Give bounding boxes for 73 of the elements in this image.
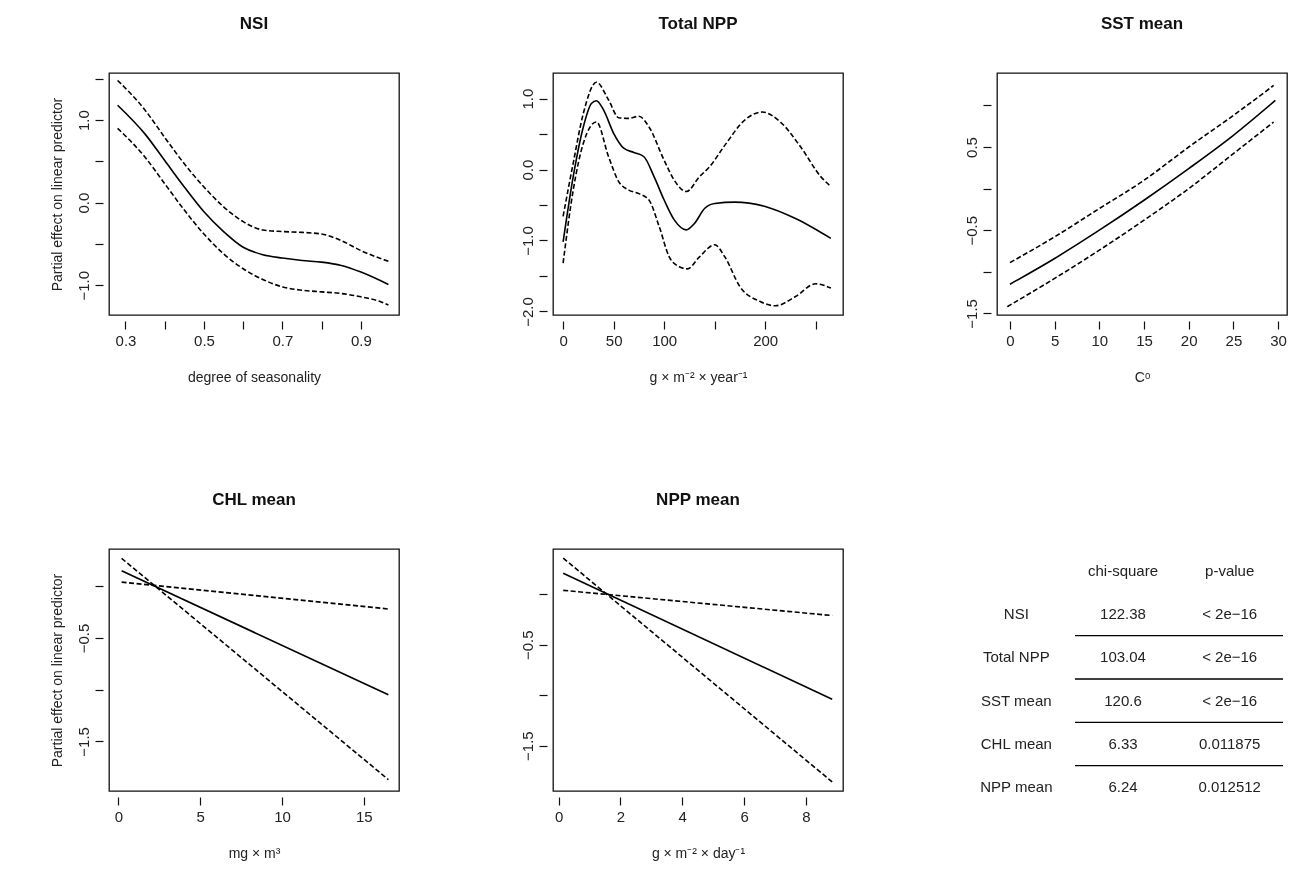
x-tick-label: 2 [616, 807, 626, 825]
data-label: 103.04 [1100, 648, 1146, 666]
chart-title: CHL mean [212, 490, 296, 509]
x-tick-label: 25 [1225, 331, 1243, 349]
y-tick-label: −1.5 [962, 299, 980, 329]
x-tick-label: 15 [355, 807, 373, 825]
category-label: Total NPP [982, 648, 1050, 666]
data-label: 6.24 [1108, 778, 1138, 796]
text: p-value [1205, 561, 1255, 579]
x-tick-label: 5 [196, 807, 205, 825]
x-tick-label: 5 [1050, 331, 1060, 349]
category-label: SST mean [981, 691, 1052, 709]
x-tick-label: 4 [678, 807, 687, 825]
y-axis-title: Partial effect on linear predictor [48, 573, 65, 768]
line-series [116, 79, 390, 263]
y-tick-label: −1.5 [518, 731, 536, 761]
x-tick-label: 200 [753, 331, 779, 349]
x-tick-label: 8 [802, 807, 811, 825]
data-label: 120.6 [1104, 691, 1142, 709]
data-label: 122.38 [1100, 605, 1146, 622]
y-tick-label: 1.0 [74, 110, 92, 132]
x-tick-label: 0.5 [194, 331, 215, 349]
data-label: 0.011875 [1198, 735, 1261, 752]
text: < 2e−16 [1202, 648, 1258, 666]
y-tick-label: 0.0 [518, 159, 536, 181]
x-tick-label: 0.9 [351, 331, 372, 349]
x-tick-label: 6 [740, 807, 749, 825]
category-label: NSI [1003, 605, 1029, 622]
x-tick-label: 0 [554, 807, 564, 825]
line-series [116, 127, 390, 306]
y-tick-label: 0.0 [74, 192, 92, 214]
category-label: NPP mean [980, 778, 1053, 796]
x-axis-title: g × m⁻² × year⁻¹ [649, 368, 748, 385]
x-axis-title: mg × m³ [228, 844, 281, 861]
text: < 2e−16 [1202, 605, 1258, 622]
x-tick-label: 0 [559, 331, 568, 349]
x-tick-label: 0.7 [272, 331, 294, 349]
x-tick-label: 0 [1006, 331, 1015, 349]
x-tick-label: 15 [1136, 331, 1153, 349]
x-tick-label: 100 [652, 331, 678, 349]
x-tick-label: 0 [114, 807, 123, 825]
line-series [116, 104, 390, 286]
x-axis-title: degree of seasonality [187, 368, 322, 385]
data-label: 0.012512 [1198, 778, 1261, 796]
x-tick-label: 20 [1180, 331, 1198, 349]
text: chi-square [1087, 561, 1159, 579]
line-series [1009, 99, 1277, 286]
chart-title: NPP mean [656, 490, 740, 509]
y-tick-label: −1.0 [518, 226, 536, 256]
x-axis-title: Cᵒ [1134, 368, 1151, 385]
x-tick-label: 0.3 [115, 331, 137, 349]
y-tick-label: 0.5 [962, 137, 980, 158]
y-tick-label: −1.0 [74, 270, 92, 301]
y-tick-label: −2.0 [518, 297, 536, 327]
category-label: CHL mean [980, 735, 1052, 752]
text: < 2e−16 [1202, 691, 1258, 709]
data-label: 6.33 [1108, 735, 1138, 752]
line-series [1006, 121, 1275, 308]
x-tick-label: 50 [605, 331, 623, 349]
chart-title: NSI [239, 14, 269, 33]
y-tick-label: −0.5 [962, 215, 980, 246]
chart-title: SST mean [1100, 14, 1184, 33]
x-tick-label: 10 [274, 807, 291, 825]
chart-title: Total NPP [658, 14, 738, 33]
x-tick-label: 10 [1091, 331, 1109, 349]
y-tick-label: 1.0 [518, 88, 536, 110]
y-axis-title: Partial effect on linear predictor [48, 97, 65, 292]
y-tick-label: −1.5 [74, 727, 92, 757]
y-tick-label: −0.5 [518, 630, 536, 661]
y-tick-label: −0.5 [74, 623, 92, 654]
line-series [1009, 84, 1275, 264]
x-tick-label: 30 [1270, 331, 1287, 349]
x-axis-title: g × m⁻² × day⁻¹ [651, 844, 746, 861]
